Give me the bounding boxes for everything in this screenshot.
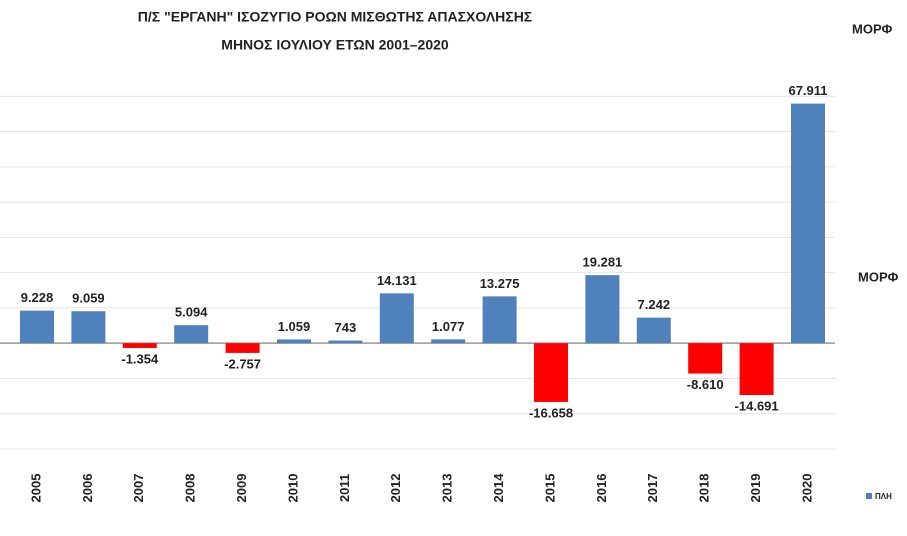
x-tick-label: 2012 xyxy=(388,474,403,503)
x-tick-label: 2006 xyxy=(80,474,95,503)
legend-text: ΜΟΡΦ xyxy=(852,21,893,36)
legend-text: ΜΟΡΦ xyxy=(858,269,899,284)
bar xyxy=(71,311,106,344)
data-label: -14.691 xyxy=(735,398,779,413)
bar xyxy=(431,339,466,344)
data-label: 5.094 xyxy=(175,305,208,320)
bar xyxy=(534,343,568,402)
data-label: 9.059 xyxy=(72,291,105,306)
data-label: 67.911 xyxy=(788,83,827,98)
x-tick-label: 2016 xyxy=(594,474,609,503)
data-label: 1.077 xyxy=(432,319,465,334)
chart-title: Π/Σ "ΕΡΓΑΝΗ" ΙΣΟΖΥΓΙΟ ΡΟΩΝ ΜΙΣΘΩΤΗΣ ΑΠΑΣ… xyxy=(138,9,532,25)
x-tick-label: 2010 xyxy=(285,474,300,503)
x-tick-label: 2011 xyxy=(337,474,352,502)
x-tick-label: 2014 xyxy=(491,473,506,503)
data-label: 7.242 xyxy=(638,297,671,312)
data-label: 13.275 xyxy=(480,276,520,291)
legend-swatch xyxy=(866,493,872,499)
data-label: -2.757 xyxy=(224,356,261,371)
bar xyxy=(277,339,311,344)
bar xyxy=(688,343,723,374)
x-tick-label: 2008 xyxy=(183,474,198,503)
x-tick-label: 2018 xyxy=(697,474,712,503)
data-label: -1.354 xyxy=(121,351,159,366)
x-tick-label: 2005 xyxy=(28,474,43,503)
bar xyxy=(122,343,157,348)
bar xyxy=(225,343,260,353)
bar xyxy=(482,296,517,344)
data-label: 14.131 xyxy=(377,273,417,288)
bar xyxy=(379,293,414,344)
x-tick-label: 2013 xyxy=(440,474,455,503)
legend-text: ΠΛΗ xyxy=(875,492,892,501)
x-tick-label: 2009 xyxy=(234,474,249,503)
bar xyxy=(328,340,363,344)
bar xyxy=(739,343,774,396)
data-label: 9.228 xyxy=(21,290,54,305)
chart-subtitle: ΜΗΝΟΣ ΙΟΥΛΙΟΥ ΕΤΩΝ 2001–2020 xyxy=(221,37,449,53)
bar xyxy=(636,317,671,344)
x-tick-label: 2007 xyxy=(131,474,146,503)
data-label: 1.059 xyxy=(278,319,311,334)
x-tick-label: 2020 xyxy=(799,474,814,503)
bar xyxy=(791,103,825,344)
x-tick-label: 2015 xyxy=(542,474,557,503)
data-label: -8.610 xyxy=(687,377,724,392)
data-label: 19.281 xyxy=(583,255,623,270)
x-tick-label: 2017 xyxy=(645,474,660,503)
data-label: 743 xyxy=(335,320,357,335)
bar xyxy=(20,310,54,344)
data-label: -16.658 xyxy=(529,405,573,420)
x-tick-label: 2019 xyxy=(748,474,763,503)
bar xyxy=(585,275,620,344)
bar xyxy=(174,325,209,344)
